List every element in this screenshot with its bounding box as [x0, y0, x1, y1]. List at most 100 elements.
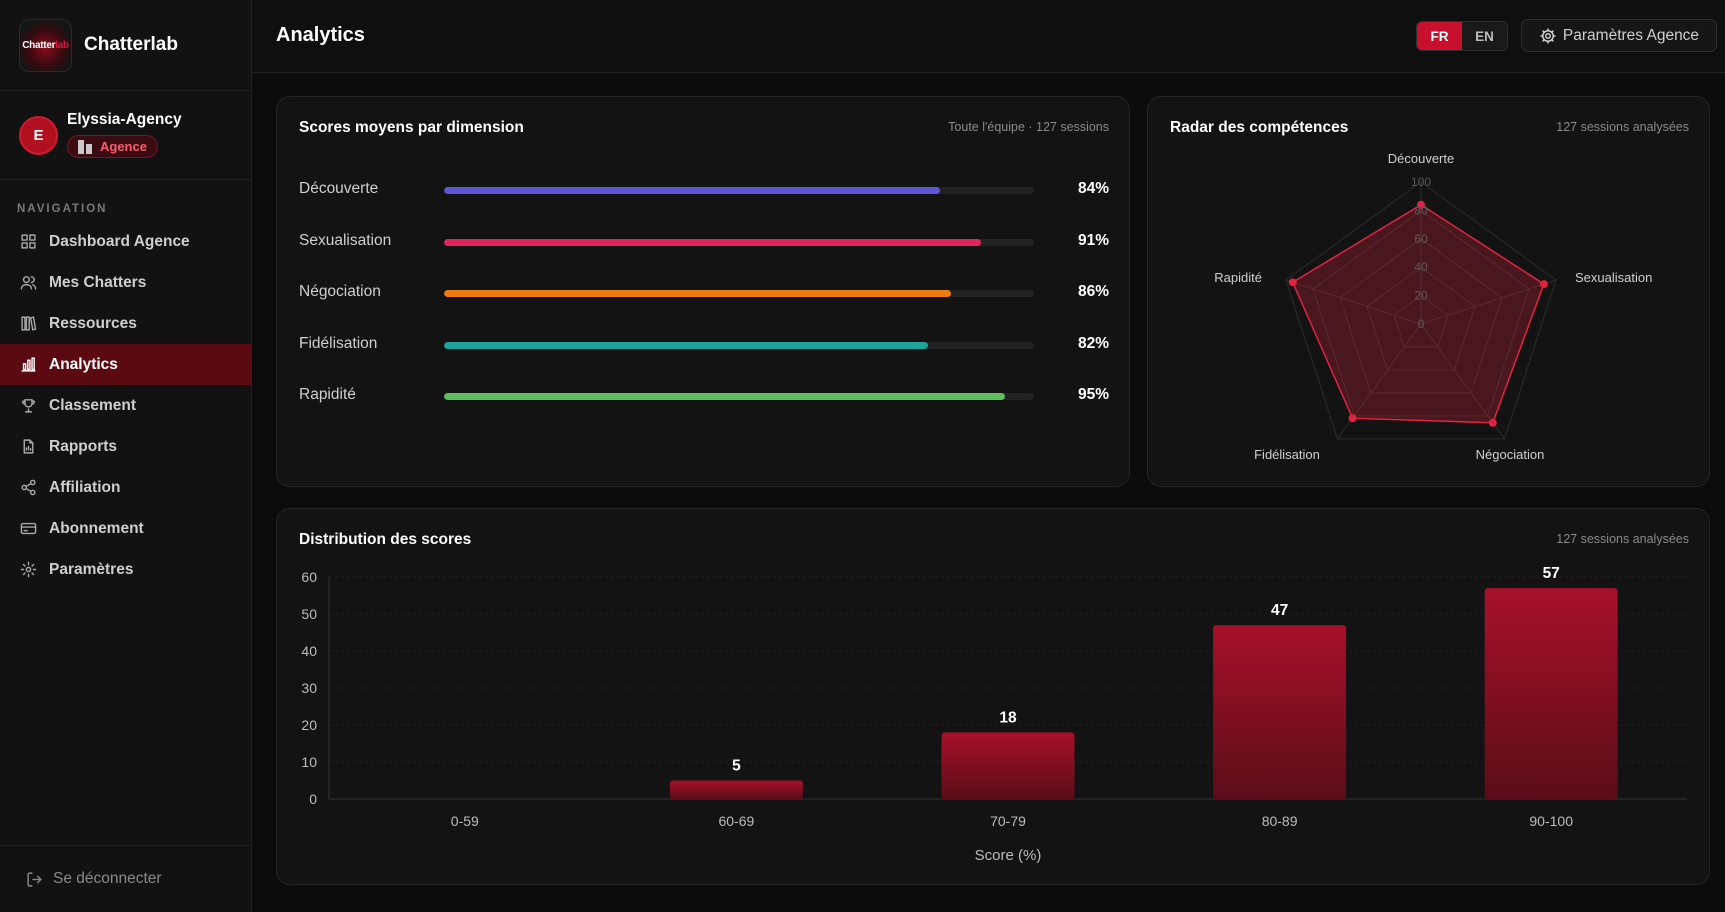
dimension-value: 86% — [1077, 283, 1109, 300]
grid-icon — [20, 233, 37, 250]
radar-grid-ring — [1393, 294, 1449, 348]
dimension-track — [444, 187, 1034, 194]
gear-icon — [1539, 27, 1557, 45]
dimension-row: Négociation 86% — [299, 283, 1109, 303]
radar-axis-label: Sexualisation — [1575, 270, 1652, 285]
histogram-bar — [1484, 588, 1618, 799]
radar-card: Radar des compétences 127 sessions analy… — [1147, 96, 1710, 487]
dimension-track — [444, 393, 1034, 400]
dimension-label: Fidélisation — [299, 335, 378, 352]
radar-grid-ring — [1339, 238, 1503, 394]
sidebar-item-label: Paramètres — [49, 560, 134, 578]
dimension-label: Sexualisation — [299, 232, 392, 249]
sidebar-item-label: Analytics — [49, 355, 118, 373]
share-icon — [20, 479, 37, 496]
radar-point — [1488, 418, 1497, 427]
y-tick-label: 30 — [301, 680, 317, 696]
sidebar-item-ressources[interactable]: Ressources — [0, 303, 251, 344]
dimension-track — [444, 290, 1034, 297]
sidebar-item-label: Ressources — [49, 314, 137, 332]
brand[interactable]: Chatter lab Chatterlab — [0, 0, 251, 91]
radar-chart: 100 80 60 40 20 0 Découverte Sexualisation Négoc… — [1214, 151, 1652, 462]
radar-scale-label: 20 — [1414, 289, 1428, 303]
nav-list: Dashboard Agence Mes Chatters Ressources An… — [0, 221, 251, 590]
y-tick-label: 50 — [301, 606, 317, 622]
radar-grid-ring — [1312, 209, 1530, 417]
y-tick-label: 20 — [301, 717, 317, 733]
bar-value-label: 57 — [1543, 565, 1560, 582]
dimension-track — [444, 239, 1034, 246]
sidebar-item-mes-chatters[interactable]: Mes Chatters — [0, 262, 251, 303]
account-badge: Agence — [67, 135, 158, 159]
account-name: Elyssia-Agency — [67, 111, 182, 129]
x-tick-label: 60-69 — [718, 813, 754, 829]
sidebar-item-rapports[interactable]: Rapports — [0, 426, 251, 467]
sidebar-item-label: Abonnement — [49, 519, 144, 537]
dimension-fill — [444, 239, 981, 246]
lang-fr-button[interactable]: FR — [1417, 22, 1462, 50]
building-icon — [78, 139, 94, 154]
brand-name: Chatterlab — [84, 34, 178, 55]
histogram-bar — [1213, 625, 1347, 799]
language-switch: FR EN — [1416, 21, 1508, 51]
x-tick-label: 90-100 — [1529, 813, 1573, 829]
logout-label: Se déconnecter — [53, 870, 162, 887]
radar-grid-ring — [1285, 181, 1557, 440]
radar-scale-label: 40 — [1414, 260, 1428, 274]
radar-scale-label: 80 — [1414, 203, 1428, 217]
radar-point — [1348, 414, 1357, 423]
radar-axis-label: Rapidité — [1214, 270, 1262, 285]
top-header: Analytics FR EN Paramètres Agence — [252, 0, 1725, 73]
radar-title: Radar des compétences — [1170, 119, 1349, 136]
radar-series-area — [1291, 203, 1545, 424]
distribution-card: Distribution des scores 127 sessions ana… — [276, 508, 1710, 885]
account-panel[interactable]: E Elyssia-Agency Agence — [0, 91, 251, 180]
lang-en-button[interactable]: EN — [1462, 22, 1507, 50]
sidebar-item-label: Rapports — [49, 437, 118, 455]
sidebar-item-label: Classement — [49, 396, 137, 414]
logout-button[interactable]: Se déconnecter — [0, 845, 251, 912]
sidebar-item-classement[interactable]: Classement — [0, 385, 251, 426]
radar-spoke — [1285, 279, 1422, 325]
dimension-row: Fidélisation 82% — [299, 335, 1109, 355]
radar-scale-label: 100 — [1411, 175, 1431, 189]
dimension-value: 82% — [1077, 335, 1109, 352]
y-tick-label: 60 — [301, 569, 317, 585]
dimension-row: Sexualisation 91% — [299, 232, 1109, 252]
distribution-chart: 0 10 20 30 40 50 60 0-59 5 60-69 18 70-79 47 80-89 57 9… — [301, 565, 1687, 864]
dimension-row: Découverte 84% — [299, 180, 1109, 200]
sidebar-item-abonnement[interactable]: Abonnement — [0, 508, 251, 549]
agency-settings-label: Paramètres Agence — [1562, 26, 1700, 44]
sidebar-item-param-tres[interactable]: Paramètres — [0, 549, 251, 590]
x-axis-title: Score (%) — [975, 847, 1042, 864]
sidebar-item-label: Affiliation — [49, 478, 121, 496]
gear-icon — [20, 561, 37, 578]
distribution-subtitle: 127 sessions analysées — [1556, 532, 1689, 546]
radar-point — [1288, 278, 1297, 287]
histogram-bar — [669, 780, 803, 799]
histogram-bar — [941, 732, 1075, 799]
app-logo: Chatter lab — [19, 18, 72, 72]
bar-value-label: 18 — [999, 709, 1017, 726]
radar-axis-label: Fidélisation — [1254, 447, 1320, 462]
dimension-fill — [444, 393, 1005, 400]
dimension-label: Rapidité — [299, 386, 356, 403]
nav-section-title: NAVIGATION — [17, 203, 108, 215]
radar-grid-ring — [1366, 266, 1476, 371]
radar-point — [1539, 280, 1548, 289]
sidebar-item-dashboard-agence[interactable]: Dashboard Agence — [0, 221, 251, 262]
agency-settings-button[interactable]: Paramètres Agence — [1521, 19, 1717, 52]
x-tick-label: 70-79 — [990, 813, 1026, 829]
dimension-fill — [444, 290, 952, 297]
sidebar-item-analytics[interactable]: Analytics — [0, 344, 251, 385]
sidebar-item-affiliation[interactable]: Affiliation — [0, 467, 251, 508]
radar-axis-label: Négociation — [1476, 447, 1545, 462]
dimension-value: 95% — [1077, 386, 1109, 403]
radar-axis-label: Découverte — [1388, 151, 1454, 166]
radar-spoke — [1420, 279, 1557, 325]
scores-title: Scores moyens par dimension — [299, 119, 524, 136]
dimension-fill — [444, 187, 940, 194]
page-title: Analytics — [276, 24, 365, 46]
distribution-title: Distribution des scores — [299, 531, 472, 548]
dimension-fill — [444, 342, 928, 349]
